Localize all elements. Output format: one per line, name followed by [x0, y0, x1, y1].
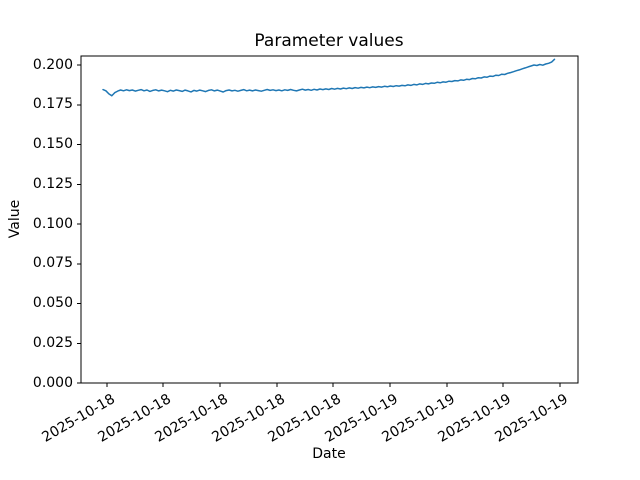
y-tick-label: 0.125 — [32, 176, 73, 192]
x-axis-label: Date — [312, 446, 346, 462]
y-tick-label: 0.175 — [32, 96, 73, 112]
y-axis-label: Value — [7, 199, 23, 239]
y-tick-label: 0.200 — [32, 57, 73, 73]
y-tick-label: 0.050 — [32, 295, 73, 311]
y-tick-label: 0.150 — [32, 136, 73, 152]
y-tick-label: 0.025 — [32, 335, 73, 351]
y-tick-label: 0.000 — [32, 375, 73, 391]
data-line — [102, 58, 556, 97]
y-tick-label: 0.100 — [32, 216, 73, 232]
y-tick-label: 0.075 — [32, 255, 73, 271]
chart-title: Parameter values — [254, 31, 404, 51]
axes-spines — [80, 55, 579, 384]
